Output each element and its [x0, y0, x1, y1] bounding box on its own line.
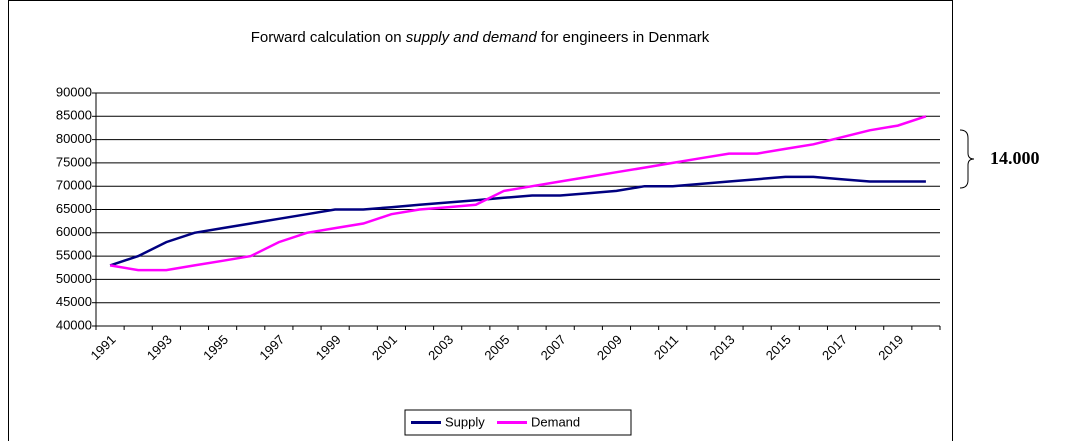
x-tick-label: 2003: [425, 332, 456, 363]
x-tick-label: 2011: [651, 332, 681, 362]
y-tick-label: 90000: [56, 84, 92, 99]
y-tick-label: 85000: [56, 108, 92, 123]
title-part: supply and demand: [406, 29, 538, 46]
annotation: 14.000: [990, 148, 1040, 168]
y-tick-label: 70000: [56, 178, 92, 193]
chart-title: Forward calculation on supply and demand…: [251, 29, 710, 46]
legend-label: Supply: [445, 414, 485, 429]
x-tick-label: 2017: [819, 332, 850, 363]
x-tick-label: 2009: [594, 332, 625, 363]
y-tick-label: 80000: [56, 131, 92, 146]
y-tick-label: 55000: [56, 248, 92, 263]
x-tick-label: 2019: [875, 332, 906, 363]
line-series: [109, 115, 927, 272]
title-part: Forward calculation on: [251, 29, 406, 46]
chart-frame: [8, 0, 953, 441]
legend: Supply Demand: [404, 409, 632, 436]
x-tick-label: 2001: [369, 332, 400, 363]
title-part: for engineers in Denmark: [537, 29, 710, 46]
legend-label: Demand: [531, 414, 580, 429]
x-tick-label: 1995: [200, 332, 231, 363]
y-tick-label: 65000: [56, 201, 92, 216]
brace: [959, 129, 975, 189]
y-tick-label: 60000: [56, 224, 92, 239]
x-tick-label: 1993: [144, 332, 175, 363]
x-tick-label: 1999: [313, 332, 344, 363]
y-tick-label: 45000: [56, 294, 92, 309]
line-series: [109, 175, 926, 267]
x-tick-label: 2007: [538, 332, 569, 363]
x-tick-label: 2005: [481, 332, 512, 363]
x-tick-label: 1997: [256, 332, 287, 363]
x-tick-label: 1991: [88, 332, 119, 363]
y-tick-label: 75000: [56, 154, 92, 169]
y-tick-label: 40000: [56, 317, 92, 332]
x-tick-label: 2013: [706, 332, 737, 363]
x-tick-label: 2015: [763, 332, 794, 363]
y-tick-label: 50000: [56, 271, 92, 286]
